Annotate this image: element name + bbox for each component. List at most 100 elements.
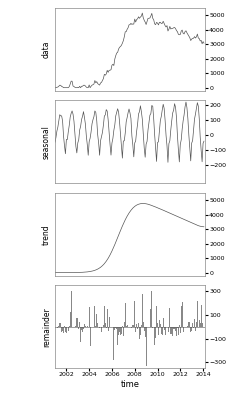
Bar (186, 324, 187, 327)
Bar (83, 327, 84, 329)
Bar (82, 327, 83, 332)
Bar (201, 305, 202, 327)
Bar (106, 327, 107, 328)
Bar (158, 327, 159, 335)
Bar (119, 327, 120, 332)
Bar (172, 327, 173, 336)
Bar (162, 327, 163, 334)
Bar (116, 327, 117, 329)
Y-axis label: seasonal: seasonal (42, 125, 51, 159)
Bar (195, 327, 196, 331)
Bar (197, 301, 198, 327)
Bar (159, 320, 160, 327)
Bar (76, 318, 77, 327)
Bar (188, 322, 189, 327)
Bar (137, 327, 138, 328)
Bar (160, 324, 161, 327)
Bar (136, 324, 137, 327)
Bar (176, 327, 177, 336)
Bar (99, 327, 100, 328)
Bar (183, 327, 184, 332)
Bar (181, 306, 182, 327)
Bar (148, 326, 149, 327)
Bar (130, 323, 131, 327)
Bar (150, 309, 151, 327)
Bar (157, 323, 158, 327)
Bar (73, 327, 74, 330)
Bar (118, 327, 119, 335)
Bar (170, 327, 171, 334)
Bar (185, 323, 186, 327)
Bar (54, 318, 56, 327)
Bar (81, 327, 82, 330)
Bar (145, 327, 146, 337)
Bar (129, 321, 130, 327)
Bar (138, 323, 139, 327)
Bar (114, 327, 115, 330)
Bar (84, 324, 85, 327)
Bar (107, 309, 108, 327)
Y-axis label: remainder: remainder (42, 307, 51, 346)
Bar (71, 291, 72, 327)
Bar (97, 323, 98, 327)
Bar (105, 323, 106, 327)
Bar (103, 325, 104, 327)
Bar (179, 325, 180, 327)
Bar (166, 308, 168, 327)
X-axis label: time: time (120, 380, 140, 389)
Bar (74, 326, 75, 327)
Bar (79, 322, 80, 327)
Bar (194, 319, 195, 327)
Bar (110, 324, 112, 327)
Bar (122, 326, 123, 327)
Bar (101, 327, 102, 332)
Bar (132, 325, 133, 327)
Bar (192, 323, 193, 327)
Bar (174, 327, 175, 329)
Bar (180, 327, 181, 333)
Y-axis label: trend: trend (42, 224, 51, 244)
Bar (191, 327, 192, 331)
Bar (173, 327, 174, 330)
Bar (165, 327, 166, 334)
Bar (155, 327, 156, 338)
Bar (125, 303, 126, 327)
Bar (135, 327, 136, 332)
Bar (141, 324, 142, 327)
Bar (85, 326, 86, 327)
Bar (115, 327, 116, 328)
Bar (127, 325, 128, 327)
Bar (63, 327, 64, 333)
Bar (80, 327, 81, 342)
Bar (161, 327, 162, 334)
Bar (96, 314, 97, 327)
Bar (193, 327, 194, 328)
Bar (198, 327, 199, 328)
Bar (124, 322, 125, 327)
Bar (190, 327, 191, 332)
Bar (78, 327, 79, 329)
Bar (177, 327, 178, 328)
Bar (143, 322, 144, 327)
Bar (87, 326, 88, 327)
Bar (153, 327, 154, 328)
Bar (133, 325, 134, 327)
Bar (61, 327, 62, 332)
Bar (140, 327, 141, 335)
Bar (60, 323, 61, 327)
Bar (199, 320, 200, 327)
Bar (65, 327, 66, 332)
Bar (163, 318, 164, 327)
Bar (109, 317, 110, 327)
Bar (68, 327, 69, 331)
Bar (121, 327, 122, 334)
Y-axis label: data: data (42, 40, 51, 58)
Bar (94, 306, 95, 327)
Bar (69, 326, 70, 327)
Bar (142, 294, 143, 327)
Bar (92, 327, 93, 329)
Bar (178, 327, 179, 334)
Bar (64, 326, 65, 327)
Bar (59, 322, 60, 327)
Bar (58, 326, 59, 327)
